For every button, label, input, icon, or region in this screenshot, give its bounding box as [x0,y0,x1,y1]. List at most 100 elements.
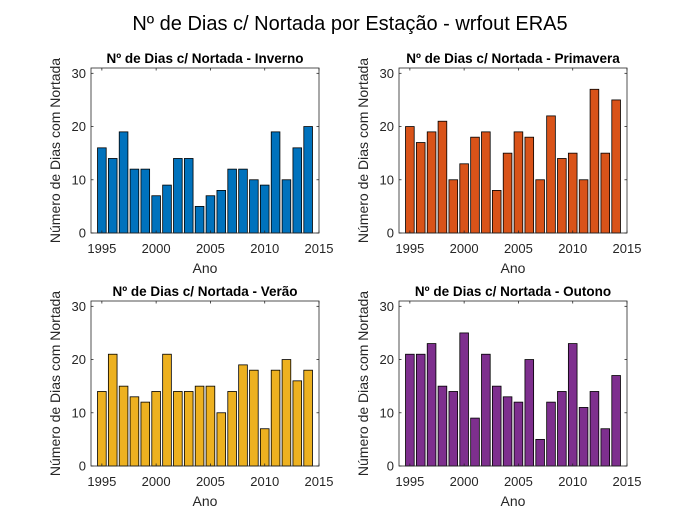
bar-2011 [270,369,281,467]
bar-2012 [281,179,292,234]
bar-2005 [513,401,524,467]
y-tick-label: 20 [380,119,394,134]
bar-2006 [216,190,227,234]
x-tick-label: 1995 [87,241,116,256]
bar-2014 [303,369,313,467]
bar-2007 [535,179,545,234]
subplot-3: 1995 2000 2005 2010 2015 0 10 20 30 Nº de Dias c/… [47,284,333,509]
bar-2002 [481,131,491,234]
bar-2010 [567,343,578,467]
bar-2003 [183,158,194,234]
x-tick-label: 2015 [613,474,642,489]
plot-area [399,68,627,233]
bar-2000 [459,163,469,234]
bar-1996 [415,142,426,234]
bar-1997 [426,343,437,467]
bar-2011 [270,131,281,234]
y-tick-label: 10 [380,172,394,187]
bar-2000 [151,195,161,234]
figure-title: Nº de Dias c/ Nortada por Estação - wrfo… [132,13,567,35]
bar-2013 [292,147,303,234]
y-tick-label: 30 [72,66,86,81]
bar-2000 [459,332,469,467]
x-tick-label: 2010 [250,474,279,489]
bar-1998 [129,396,140,467]
bar-2004 [502,396,513,467]
bar-2005 [513,131,524,234]
y-tick-label: 0 [387,226,394,241]
x-axis-label: Ano [193,493,218,509]
bar-1997 [426,131,437,234]
bar-2011 [578,179,589,234]
x-tick-label: 2010 [250,241,279,256]
y-tick-label: 30 [380,299,394,314]
bar-1997 [118,131,129,234]
bar-2001 [470,417,480,467]
bar-2001 [162,184,172,234]
axes-box [398,300,628,467]
bar-2009 [557,158,567,234]
bar-2001 [162,353,172,467]
bar-2006 [524,136,535,234]
y-axis-label: Número de Dias com Nortada [355,58,371,243]
bar-1995 [405,126,415,234]
bar-2008 [238,168,248,234]
bar-2008 [238,364,248,467]
x-tick-label: 2000 [450,241,479,256]
x-tick-label: 1995 [87,474,116,489]
plot-area [91,68,319,233]
bar-1999 [448,179,459,234]
y-axis-label: Número de Dias com Nortada [47,58,63,243]
x-tick-label: 2015 [613,241,642,256]
subplot-title: Nº de Dias c/ Nortada - Primavera [406,51,620,66]
bar-2009 [557,391,567,467]
subplot-title: Nº de Dias c/ Nortada - Verão [113,284,298,299]
x-axis-label: Ano [193,260,218,276]
bar-2014 [611,99,621,234]
bar-1998 [437,385,448,467]
bar-2012 [281,359,292,467]
x-tick-label: 2005 [196,241,225,256]
bar-1995 [97,147,107,234]
y-tick-label: 20 [380,352,394,367]
bar-2004 [502,152,513,234]
y-tick-label: 0 [79,459,86,474]
bar-2014 [303,126,313,234]
bar-2004 [194,205,205,234]
bar-1999 [140,168,151,234]
bar-2014 [611,375,621,467]
x-axis-label: Ano [501,260,526,276]
bar-2007 [227,391,237,467]
y-tick-label: 30 [72,299,86,314]
bar-2009 [249,179,259,234]
bar-2008 [546,401,556,467]
subplot-1: 1995 2000 2005 2010 2015 0 10 20 30 Nº de Dias c/… [47,51,333,276]
bar-2004 [194,385,205,467]
subplot-title: Nº de Dias c/ Nortada - Inverno [107,51,304,66]
bar-2003 [491,385,502,467]
bar-2012 [589,88,600,234]
bar-2012 [589,391,600,467]
bar-2006 [216,412,227,467]
x-tick-label: 2010 [558,241,587,256]
axes-box [90,67,320,234]
bar-1999 [140,401,151,467]
x-tick-label: 2000 [450,474,479,489]
y-tick-label: 20 [72,119,86,134]
bar-1996 [107,353,118,467]
bar-2006 [524,359,535,467]
y-axis-label: Número de Dias com Nortada [355,291,371,476]
bar-2010 [567,152,578,234]
bar-2003 [491,190,502,234]
bar-1999 [448,391,459,467]
x-tick-label: 2005 [504,474,533,489]
bar-2009 [249,369,259,467]
bar-2003 [183,391,194,467]
x-tick-label: 2005 [504,241,533,256]
x-tick-label: 2000 [142,474,171,489]
y-tick-label: 10 [72,405,86,420]
bar-2010 [259,184,270,234]
bar-2005 [205,195,216,234]
